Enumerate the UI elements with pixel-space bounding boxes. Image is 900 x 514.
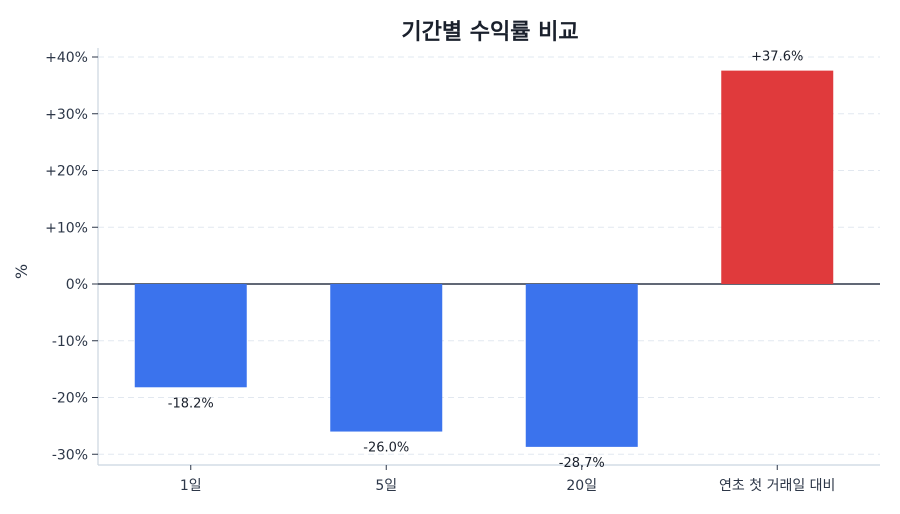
value-label: -26.0%	[363, 441, 409, 456]
bar	[721, 70, 834, 285]
bar	[134, 284, 247, 388]
bar	[330, 284, 443, 432]
y-tick-label: +20%	[45, 164, 88, 180]
x-tick-label: 20일	[566, 478, 597, 494]
y-tick-label: +10%	[45, 220, 88, 236]
y-axis-ticks: +40% +30% +20% +10% 0% -10% -20% -30%	[45, 50, 98, 463]
y-tick-label: -30%	[52, 447, 88, 463]
y-tick-label: +30%	[45, 107, 88, 123]
x-tick-label: 연초 첫 거래일 대비	[719, 478, 835, 494]
y-tick-label: -20%	[52, 391, 88, 407]
value-label: +37.6%	[751, 50, 803, 65]
x-axis-ticks: 1일 5일 20일 연초 첫 거래일 대비	[180, 465, 835, 494]
y-tick-label: +40%	[45, 50, 88, 66]
bar	[525, 284, 638, 447]
chart-title: 기간별 수익률 비교	[401, 20, 579, 45]
y-tick-label: -10%	[52, 334, 88, 350]
value-labels: -18.2% -26.0% -28.7% +37.6%	[168, 50, 804, 471]
y-tick-label: 0%	[66, 277, 88, 293]
x-tick-label: 1일	[180, 478, 202, 494]
gridlines	[98, 56, 880, 455]
bars	[134, 70, 834, 447]
value-label: -18.2%	[168, 396, 214, 411]
value-label: -28.7%	[559, 456, 605, 471]
x-tick-label: 5일	[375, 478, 397, 494]
